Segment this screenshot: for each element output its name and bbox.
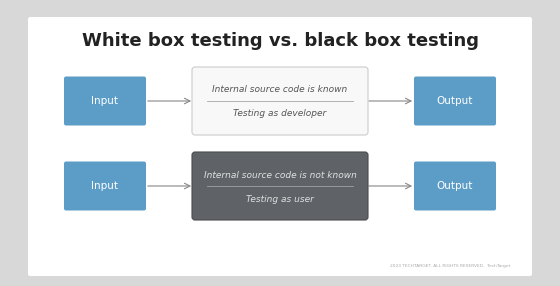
Text: Output: Output [437,96,473,106]
FancyBboxPatch shape [192,67,368,135]
FancyBboxPatch shape [414,76,496,126]
Text: Internal source code is known: Internal source code is known [212,86,348,94]
Text: Internal source code is not known: Internal source code is not known [204,170,356,180]
Text: Output: Output [437,181,473,191]
FancyBboxPatch shape [64,76,146,126]
Text: Input: Input [91,181,119,191]
FancyBboxPatch shape [28,17,532,276]
Text: White box testing vs. black box testing: White box testing vs. black box testing [82,32,478,50]
FancyBboxPatch shape [192,152,368,220]
FancyBboxPatch shape [414,162,496,210]
FancyBboxPatch shape [64,162,146,210]
Text: 2023 TECHTARGET. ALL RIGHTS RESERVED.  TechTarget: 2023 TECHTARGET. ALL RIGHTS RESERVED. Te… [390,264,510,268]
Text: Testing as developer: Testing as developer [234,110,326,118]
Text: Input: Input [91,96,119,106]
Text: Testing as user: Testing as user [246,194,314,204]
